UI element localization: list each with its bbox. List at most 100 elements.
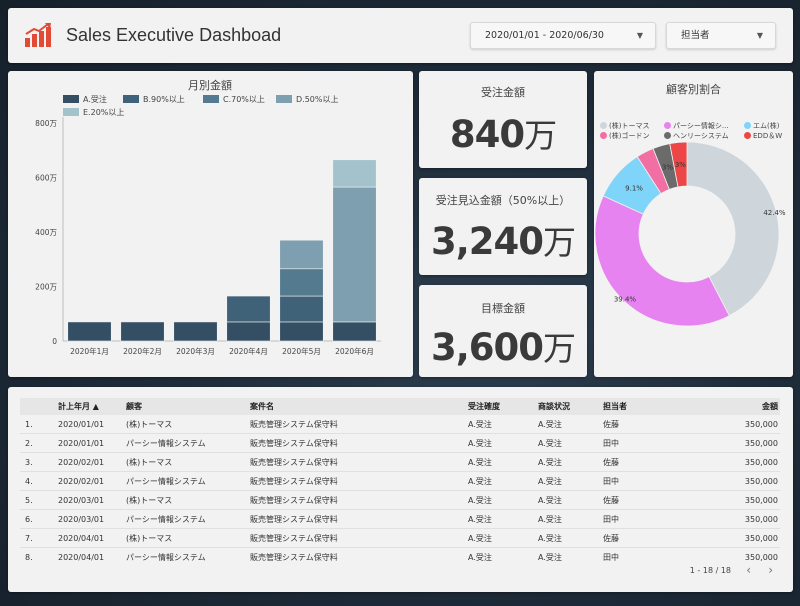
cell-probability: A.受注 — [468, 420, 492, 429]
table-row[interactable]: 4. 2020/02/01 パーシー情報システム 販売管理システム保守料 A.受注 A.受… — [20, 472, 780, 491]
legend-item: ヘンリーシステム — [664, 131, 729, 141]
cell-rep: 佐藤 — [603, 458, 619, 467]
x-tick-label: 2020年6月 — [335, 346, 374, 356]
legend-label: E.20%以上 — [83, 108, 124, 117]
donut-slice-label: 39.4% — [614, 296, 637, 304]
cell-probability: A.受注 — [468, 534, 492, 543]
col-header-rep[interactable]: 担当者 — [603, 402, 627, 411]
cell-deal: 販売管理システム保守料 — [250, 458, 338, 467]
cell-rep: 田中 — [603, 553, 619, 561]
cell-customer: (株)トーマス — [126, 496, 173, 505]
table-row[interactable]: 7. 2020/04/01 (株)トーマス 販売管理システム保守料 A.受注 A.受注 佐藤… — [20, 529, 780, 548]
cell-index: 6. — [25, 515, 33, 524]
table-header-row: 計上年月 ▲ 顧客 案件名 受注確度 商談状況 担当者 金額 — [20, 398, 780, 415]
cell-status: A.受注 — [538, 420, 562, 429]
cell-rep: 田中 — [603, 515, 619, 524]
deals-table-card: 計上年月 ▲ 顧客 案件名 受注確度 商談状況 担当者 金額 1. 2020/01… — [8, 387, 793, 592]
chart-title: 月別金額 — [188, 78, 232, 92]
cell-index: 2. — [25, 439, 33, 448]
table-row[interactable]: 6. 2020/03/01 パーシー情報システム 販売管理システム保守料 A.受注 A.受… — [20, 510, 780, 529]
col-header-deal[interactable]: 案件名 — [250, 402, 274, 411]
donut-slice-label: 3% — [662, 163, 673, 171]
cell-customer: (株)トーマス — [126, 458, 173, 467]
y-tick-label: 0 — [52, 337, 57, 346]
col-header-amount[interactable]: 金額 — [762, 402, 778, 411]
legend-swatch — [276, 95, 292, 103]
pagination: 1 - 18 / 18 ‹ › — [593, 562, 793, 582]
bar-segment[interactable] — [332, 321, 377, 342]
cell-probability: A.受注 — [468, 458, 492, 467]
header-bar: Sales Executive Dashboad 2020/01/01 - 20… — [8, 8, 793, 63]
table-row[interactable]: 5. 2020/03/01 (株)トーマス 販売管理システム保守料 A.受注 A.受注 佐藤… — [20, 491, 780, 510]
cell-amount: 350,000 — [744, 458, 778, 467]
y-tick-label: 600万 — [35, 174, 57, 183]
legend-label: A.受注 — [83, 94, 107, 104]
bar-segment[interactable] — [279, 321, 324, 342]
date-range-dropdown[interactable]: 2020/01/01 - 2020/06/30 ▼ — [470, 22, 656, 49]
bar-segment[interactable] — [173, 321, 218, 342]
cell-amount: 350,000 — [744, 496, 778, 505]
bar-segment[interactable] — [226, 295, 271, 323]
x-tick-label: 2020年5月 — [282, 346, 321, 356]
prev-page-icon[interactable]: ‹ — [746, 563, 751, 577]
cell-amount: 350,000 — [744, 439, 778, 448]
kpi-target-card: 目標金額 3,600万 — [419, 285, 587, 377]
y-tick-label: 800万 — [35, 119, 57, 128]
cell-month: 2020/02/01 — [58, 458, 105, 467]
kpi-value: 840万 — [449, 113, 557, 156]
bar-segment[interactable] — [67, 321, 112, 342]
legend-swatch — [123, 95, 139, 103]
cell-month: 2020/01/01 — [58, 439, 105, 448]
col-header-month[interactable]: 計上年月 ▲ — [58, 402, 99, 411]
col-header-probability[interactable]: 受注確度 — [468, 402, 500, 411]
donut-slice-label: 3% — [675, 161, 686, 169]
donut-slice[interactable] — [669, 141, 688, 188]
kpi-value: 3,240万 — [430, 220, 576, 263]
bar-segment[interactable] — [279, 295, 324, 323]
table-row[interactable]: 3. 2020/02/01 (株)トーマス 販売管理システム保守料 A.受注 A.受注 佐藤… — [20, 453, 780, 472]
table-row[interactable]: 2. 2020/01/01 パーシー情報システム 販売管理システム保守料 A.受注 A.受… — [20, 434, 780, 453]
sales-rep-dropdown[interactable]: 担当者 ▼ — [666, 22, 776, 49]
cell-month: 2020/03/01 — [58, 515, 105, 524]
cell-customer: (株)トーマス — [126, 420, 173, 429]
col-header-customer[interactable]: 顧客 — [126, 402, 142, 411]
cell-amount: 350,000 — [744, 420, 778, 429]
bar-segment[interactable] — [279, 268, 324, 297]
cell-customer: パーシー情報システム — [126, 477, 206, 486]
donut-slice[interactable] — [594, 195, 730, 327]
kpi-label: 受注見込金額（50%以上） — [435, 194, 571, 207]
legend-dot-icon — [744, 122, 751, 129]
legend-item: EDD＆W — [744, 131, 782, 141]
cell-index: 1. — [25, 420, 33, 429]
cell-deal: 販売管理システム保守料 — [250, 420, 338, 429]
bar-segment[interactable] — [120, 321, 165, 342]
cell-deal: 販売管理システム保守料 — [250, 496, 338, 505]
x-tick-label: 2020年4月 — [229, 346, 268, 356]
caret-down-icon: ▼ — [636, 31, 643, 40]
cell-amount: 350,000 — [744, 534, 778, 543]
legend-item: (株)ゴードン — [600, 131, 649, 141]
cell-probability: A.受注 — [468, 439, 492, 448]
bar-segment[interactable] — [226, 321, 271, 342]
bar-segment[interactable] — [332, 159, 377, 188]
legend-item: (株)トーマス — [600, 121, 649, 131]
table-row[interactable]: 1. 2020/01/01 (株)トーマス 販売管理システム保守料 A.受注 A.受注 佐藤… — [20, 415, 780, 434]
donut-slice[interactable] — [686, 141, 780, 317]
table-row[interactable]: 8. 2020/04/01 パーシー情報システム 販売管理システム保守料 A.受注 A.受… — [20, 548, 780, 561]
legend-label: D.50%以上 — [296, 95, 338, 104]
cell-amount: 350,000 — [744, 515, 778, 524]
cell-probability: A.受注 — [468, 553, 492, 561]
bar-segment[interactable] — [332, 186, 377, 323]
cell-deal: 販売管理システム保守料 — [250, 534, 338, 543]
donut-slice-label: 9.1% — [625, 185, 643, 193]
next-page-icon[interactable]: › — [768, 563, 773, 577]
sales-rep-value: 担当者 — [681, 30, 710, 41]
bar-segment[interactable] — [279, 239, 324, 270]
legend-item: パーシー情報シ... — [664, 121, 729, 131]
legend-dot-icon — [664, 122, 671, 129]
deals-table: 計上年月 ▲ 顧客 案件名 受注確度 商談状況 担当者 金額 1. 2020/01… — [20, 398, 780, 561]
cell-rep: 田中 — [603, 477, 619, 486]
cell-status: A.受注 — [538, 458, 562, 467]
cell-month: 2020/02/01 — [58, 477, 105, 486]
col-header-status[interactable]: 商談状況 — [538, 402, 570, 411]
